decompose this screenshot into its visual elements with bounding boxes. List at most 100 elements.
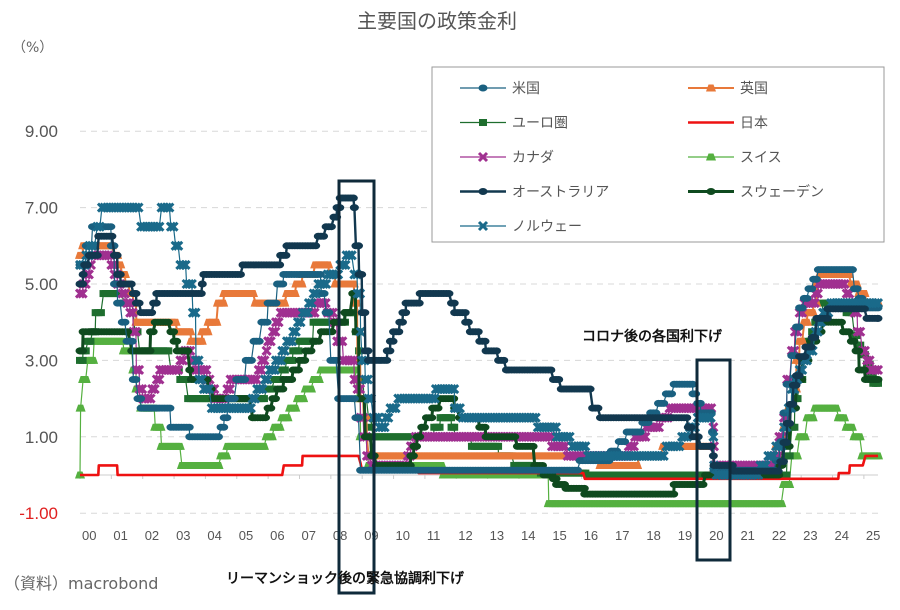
data-point: [557, 441, 568, 452]
data-point: [82, 261, 92, 269]
data-point: [346, 250, 357, 261]
data-point: [579, 484, 589, 492]
data-point: [460, 309, 470, 317]
data-point: [585, 385, 595, 393]
data-point: [499, 356, 509, 364]
data-point: [127, 307, 138, 318]
legend-label: 英国: [740, 80, 768, 97]
data-point: [321, 278, 332, 290]
data-point: [165, 404, 175, 412]
data-point: [170, 240, 181, 251]
data-point: [288, 326, 299, 337]
data-point: [131, 290, 141, 298]
data-point: [846, 423, 857, 431]
data-point: [528, 442, 538, 450]
data-point: [173, 240, 184, 251]
legend-label: カナダ: [512, 150, 554, 166]
x-tick-label: 22: [772, 528, 786, 543]
data-point: [115, 299, 125, 307]
data-point: [198, 364, 209, 376]
data-point: [790, 423, 799, 431]
data-point: [632, 461, 643, 469]
data-point: [235, 270, 245, 278]
data-point: [170, 318, 181, 326]
data-point: [653, 422, 665, 433]
data-point: [287, 376, 297, 383]
data-point: [852, 326, 863, 337]
y-tick-label: 1.00: [25, 428, 58, 447]
data-point: [247, 393, 258, 404]
data-point: [142, 393, 153, 404]
data-point: [859, 345, 870, 356]
data-point: [258, 442, 269, 450]
data-point: [266, 433, 277, 441]
x-tick-label: 21: [740, 528, 754, 543]
data-point: [687, 380, 697, 388]
data-point: [92, 221, 103, 232]
chart-title: 主要国の政策金利: [357, 9, 517, 33]
data-point: [528, 412, 539, 423]
data-point: [765, 450, 776, 461]
data-point: [302, 307, 313, 318]
data-point: [137, 383, 148, 395]
data-point: [319, 290, 329, 298]
data-point: [247, 290, 258, 298]
data-point: [415, 433, 425, 441]
data-point: [193, 355, 204, 366]
data-point: [708, 452, 718, 460]
data-point: [219, 423, 229, 431]
data-point: [288, 356, 297, 364]
data-point: [163, 318, 173, 326]
data-point: [682, 431, 693, 442]
data-point: [181, 376, 190, 383]
data-point: [254, 337, 264, 345]
data-point: [791, 452, 802, 460]
data-point: [847, 266, 857, 274]
data-point: [397, 318, 407, 326]
x-tick-label: 23: [803, 528, 817, 543]
y-tick-label: 3.00: [25, 351, 58, 370]
data-point: [314, 337, 324, 345]
series-ユーロ圏: [76, 290, 882, 479]
data-point: [349, 395, 359, 403]
data-point: [133, 202, 144, 213]
data-point: [187, 307, 198, 318]
legend-item: 英国: [688, 80, 768, 97]
data-point: [201, 383, 212, 395]
data-point: [510, 433, 520, 441]
x-tick-label: 00: [82, 528, 96, 543]
data-point: [313, 376, 324, 383]
data-point: [275, 261, 285, 269]
data-point: [94, 221, 105, 232]
data-point: [136, 395, 146, 403]
data-point: [267, 326, 278, 337]
data-point: [626, 441, 637, 452]
data-point: [75, 404, 86, 412]
data-point: [360, 374, 371, 385]
data-point: [130, 202, 141, 213]
data-point: [836, 318, 846, 326]
data-point: [564, 431, 575, 442]
data-point: [357, 270, 367, 278]
data-point: [196, 337, 207, 345]
data-point: [706, 442, 716, 450]
x-tick-label: 13: [490, 528, 504, 543]
legend-marker: [478, 84, 488, 92]
data-point: [387, 403, 399, 414]
data-point: [184, 278, 195, 290]
x-tick-label: 03: [176, 528, 190, 543]
data-point: [807, 285, 817, 293]
data-point: [229, 395, 239, 403]
data-point: [218, 299, 229, 307]
data-point: [349, 204, 359, 212]
data-point: [793, 395, 802, 403]
data-point: [794, 323, 804, 331]
data-point: [839, 414, 850, 422]
legend-marker: [706, 153, 716, 161]
data-point: [107, 232, 117, 240]
data-point: [686, 423, 696, 431]
y-tick-label: 9.00: [25, 122, 58, 141]
data-point: [164, 347, 173, 355]
data-point: [222, 414, 232, 422]
data-point: [222, 383, 233, 395]
